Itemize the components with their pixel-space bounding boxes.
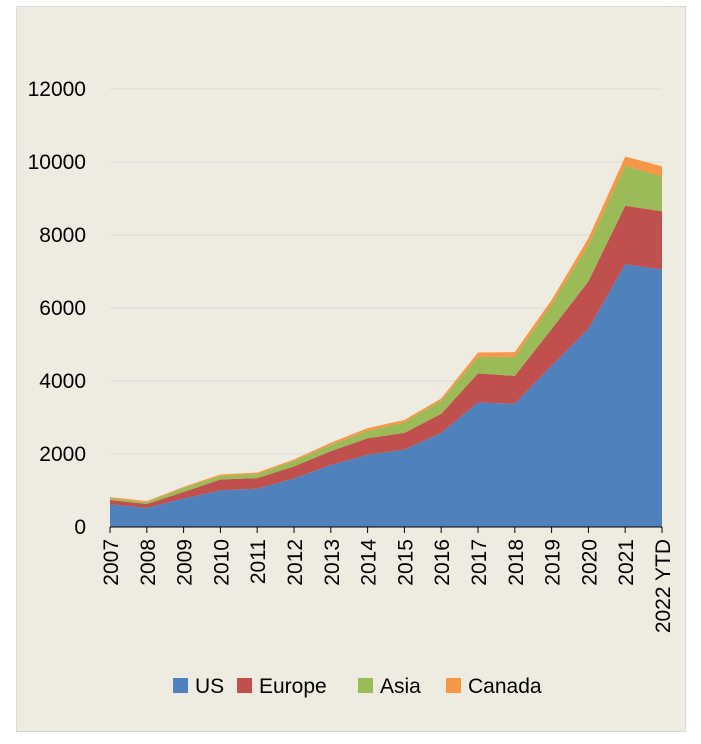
x-tick-label: 2020 [578, 539, 601, 586]
x-tick-label: 2016 [431, 539, 454, 586]
legend-label: Asia [380, 675, 421, 698]
x-tick-label: 2013 [321, 539, 344, 586]
y-tick-label: 0 [74, 516, 86, 539]
y-tick-label: 2000 [39, 443, 86, 466]
x-tick-label: 2015 [394, 539, 417, 586]
y-tick-label: 4000 [39, 370, 86, 393]
legend-label: US [195, 675, 224, 698]
area-europe [110, 205, 662, 509]
y-tick-label: 12000 [28, 78, 86, 101]
legend: US Europe Asia Canada [173, 675, 542, 698]
x-tick-label: 2009 [174, 539, 197, 586]
x-tick-label: 2012 [284, 539, 307, 586]
area-us [110, 264, 662, 527]
legend-swatch [173, 678, 188, 693]
legend-item-europe: Europe [237, 675, 327, 698]
x-tick-label: 2018 [505, 539, 528, 586]
y-tick-label: 8000 [39, 224, 86, 247]
x-tick-label: 2010 [210, 539, 233, 586]
legend-item-asia: Asia [358, 675, 421, 698]
x-axis: 2007 2008 2009 2010 2011 2012 2013 2014 2015 2016… [100, 526, 675, 633]
y-tick-label: 10000 [28, 151, 86, 174]
x-tick-label: 2007 [100, 539, 123, 586]
series-areas [110, 156, 662, 527]
x-tick-label: 2021 [615, 539, 638, 586]
x-tick-label: 2019 [542, 539, 565, 586]
legend-item-canada: Canada [446, 675, 542, 698]
legend-swatch [446, 678, 461, 693]
legend-swatch [237, 678, 252, 693]
legend-item-us: US [173, 675, 224, 698]
x-tick-label: 2017 [468, 539, 491, 586]
x-tick-label: 2008 [137, 539, 160, 586]
legend-swatch [358, 678, 373, 693]
legend-label: Canada [468, 675, 542, 698]
y-axis: 0 2000 4000 6000 8000 10000 12000 [28, 78, 86, 539]
x-tick-label: 2011 [247, 539, 270, 584]
legend-label: Europe [259, 675, 327, 698]
y-tick-label: 6000 [39, 297, 86, 320]
x-tick-label: 2022 YTD [652, 539, 675, 633]
x-tick-label: 2014 [358, 539, 381, 586]
